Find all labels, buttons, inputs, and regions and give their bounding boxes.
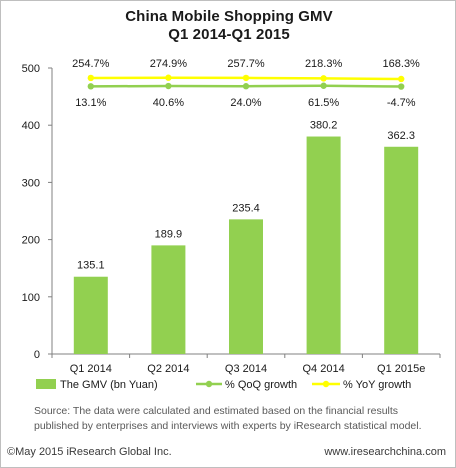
bar-value-label: 189.9 [155, 228, 183, 240]
qoq-growth-label: 24.0% [230, 97, 261, 109]
legend-marker-qoq [205, 380, 213, 388]
yoy-growth-point [87, 74, 95, 82]
y-tick-label: 300 [22, 177, 40, 189]
yoy-growth-point [320, 75, 327, 82]
qoq-growth-label: 13.1% [75, 97, 106, 109]
x-tick-label: Q4 2014 [302, 363, 344, 375]
qoq-growth-label: 61.5% [308, 97, 339, 109]
y-tick-label: 100 [22, 292, 40, 304]
y-tick-label: 0 [34, 349, 40, 361]
copyright-footer: ©May 2015 iResearch Global Inc. [7, 446, 172, 458]
y-tick-label: 200 [22, 235, 40, 247]
source-note: Source: The data were calculated and est… [34, 405, 422, 432]
bar [73, 276, 108, 354]
yoy-growth-point [165, 74, 172, 81]
chart-subtitle: Q1 2014-Q1 2015 [168, 26, 290, 43]
qoq-growth-point [242, 83, 250, 90]
bar-value-label: 135.1 [77, 260, 105, 272]
yoy-growth-label: 257.7% [227, 58, 265, 70]
bar [306, 136, 341, 354]
bar [151, 245, 186, 354]
x-tick-label: Q3 2014 [225, 363, 267, 375]
y-tick-label: 500 [22, 63, 40, 75]
bar-value-label: 362.3 [387, 130, 415, 142]
bar-value-label: 235.4 [232, 202, 260, 214]
yoy-growth-label: 218.3% [305, 58, 343, 70]
yoy-growth-label: 254.7% [72, 58, 110, 70]
qoq-growth-label: 40.6% [153, 97, 184, 109]
x-tick-label: Q2 2014 [147, 363, 189, 375]
website-footer: www.iresearchchina.com [324, 446, 446, 458]
legend-label-qoq: % QoQ growth [225, 379, 297, 391]
bar [384, 146, 419, 354]
y-tick-label: 400 [22, 120, 40, 132]
chart-title: China Mobile Shopping GMV [125, 8, 333, 25]
qoq-growth-label: -4.7% [387, 97, 416, 109]
legend-marker-yoy [322, 380, 330, 388]
x-tick-label: Q1 2015e [377, 363, 425, 375]
legend-swatch-gmv [36, 379, 56, 389]
qoq-growth-point [87, 83, 95, 90]
yoy-growth-label: 168.3% [383, 58, 421, 70]
legend-label-yoy: % YoY growth [343, 379, 411, 391]
yoy-growth-point [398, 75, 405, 83]
bar [229, 219, 263, 354]
qoq-growth-point [320, 82, 327, 89]
yoy-growth-point [242, 74, 250, 82]
qoq-growth-point [398, 83, 405, 90]
bar-value-label: 380.2 [310, 120, 338, 132]
x-tick-label: Q1 2014 [70, 363, 112, 375]
yoy-growth-label: 274.9% [150, 58, 188, 70]
legend-label-gmv: The GMV (bn Yuan) [60, 379, 158, 391]
qoq-growth-point [165, 82, 172, 90]
